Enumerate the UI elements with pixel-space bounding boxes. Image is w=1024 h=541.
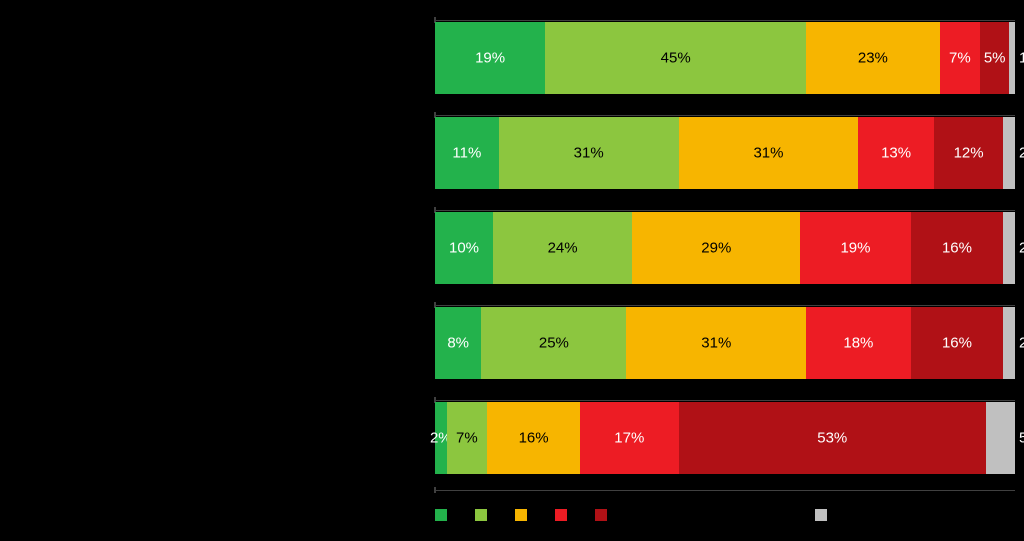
axis-line xyxy=(435,490,1015,491)
legend-swatch xyxy=(815,509,827,521)
bar-row: 2% 7% 16% 17% 53% 5% xyxy=(435,402,1015,474)
segment-value-label: 24% xyxy=(548,240,578,257)
bar-segment: 25% xyxy=(481,307,626,379)
bar-segment: 2% xyxy=(1003,117,1015,189)
bar-row: 11% 31% 31% 13% 12% 2% xyxy=(435,117,1015,189)
segment-value-label: 2% xyxy=(1019,145,1024,162)
legend-swatch xyxy=(435,509,447,521)
legend-swatch xyxy=(515,509,527,521)
segment-value-label: 53% xyxy=(817,430,847,447)
bar-segment: 53% xyxy=(679,402,986,474)
segment-value-label: 25% xyxy=(539,335,569,352)
legend-item xyxy=(555,509,567,521)
bar-segment: 13% xyxy=(858,117,933,189)
bar-segment: 8% xyxy=(435,307,481,379)
segment-value-label: 5% xyxy=(1019,430,1024,447)
bar-segment: 31% xyxy=(679,117,859,189)
segment-value-label: 45% xyxy=(661,50,691,67)
segment-value-label: 13% xyxy=(881,145,911,162)
segment-value-label: 18% xyxy=(843,335,873,352)
segment-value-label: 31% xyxy=(574,145,604,162)
segment-value-label: 7% xyxy=(456,430,478,447)
bar-segment: 2% xyxy=(1003,307,1015,379)
bar-segment: 31% xyxy=(499,117,679,189)
bar-segment: 12% xyxy=(934,117,1004,189)
legend-swatch xyxy=(475,509,487,521)
legend-swatch xyxy=(555,509,567,521)
segment-value-label: 16% xyxy=(942,240,972,257)
chart-container: 19%45%23%7%5%1% 11%31%31%13%12%2% 10%24%… xyxy=(0,0,1024,541)
bar-segment: 45% xyxy=(545,22,806,94)
segment-value-label: 16% xyxy=(519,430,549,447)
bar-segment: 10% xyxy=(435,212,493,284)
chart-legend xyxy=(435,500,1015,530)
bar-row: 19% 45% 23% 7% 5%1% xyxy=(435,22,1015,94)
segment-value-label: 12% xyxy=(954,145,984,162)
bar-segment: 16% xyxy=(487,402,580,474)
segment-value-label: 2% xyxy=(1019,240,1024,257)
segment-value-label: 29% xyxy=(701,240,731,257)
segment-value-label: 2% xyxy=(1019,335,1024,352)
segment-value-label: 19% xyxy=(840,240,870,257)
bar-segment: 17% xyxy=(580,402,679,474)
bar-segment: 5% xyxy=(980,22,1009,94)
legend-item xyxy=(815,509,827,521)
segment-value-label: 31% xyxy=(701,335,731,352)
bar-segment: 23% xyxy=(806,22,939,94)
bar-segment: 7% xyxy=(447,402,488,474)
bar-segment: 1% xyxy=(1009,22,1015,94)
segment-value-label: 1% xyxy=(1019,50,1024,67)
bar-segment: 16% xyxy=(911,212,1004,284)
segment-value-label: 11% xyxy=(452,145,481,162)
segment-value-label: 31% xyxy=(753,145,783,162)
bar-segment: 2% xyxy=(435,402,447,474)
segment-value-label: 7% xyxy=(949,50,971,67)
legend-item xyxy=(515,509,527,521)
legend-item xyxy=(595,509,607,521)
legend-swatch xyxy=(595,509,607,521)
segment-value-label: 23% xyxy=(858,50,888,67)
bar-segment: 29% xyxy=(632,212,800,284)
bar-segment: 18% xyxy=(806,307,910,379)
bar-segment: 31% xyxy=(626,307,806,379)
segment-value-label: 19% xyxy=(475,50,505,67)
axis-line xyxy=(435,20,1015,21)
segment-value-label: 5% xyxy=(984,50,1006,67)
bar-segment: 16% xyxy=(911,307,1004,379)
chart-plot-area: 19%45%23%7%5%1% 11%31%31%13%12%2% 10%24%… xyxy=(435,22,1015,490)
legend-item xyxy=(435,509,447,521)
legend-item xyxy=(475,509,487,521)
bar-row: 8% 25% 31% 18% 16% 2% xyxy=(435,307,1015,379)
segment-value-label: 8% xyxy=(447,335,469,352)
segment-value-label: 10% xyxy=(449,240,479,257)
segment-value-label: 17% xyxy=(614,430,644,447)
bar-segment: 19% xyxy=(435,22,545,94)
bar-segment: 24% xyxy=(493,212,632,284)
bar-segment: 19% xyxy=(800,212,910,284)
segment-value-label: 16% xyxy=(942,335,972,352)
bar-row: 10% 24% 29% 19% 16% 2% xyxy=(435,212,1015,284)
bar-segment: 2% xyxy=(1003,212,1015,284)
bar-segment: 11% xyxy=(435,117,499,189)
bar-segment: 5% xyxy=(986,402,1015,474)
bar-segment: 7% xyxy=(940,22,981,94)
